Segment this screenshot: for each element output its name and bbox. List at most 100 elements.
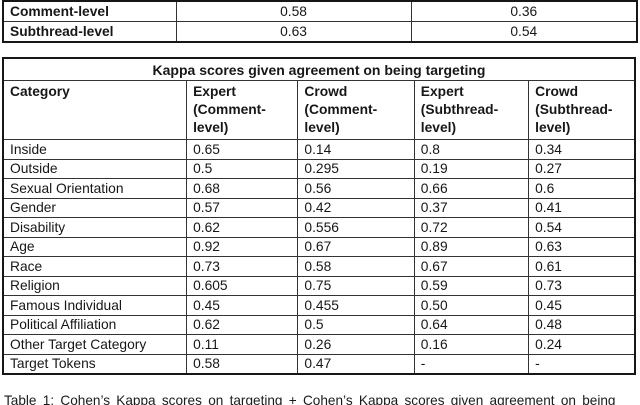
value-cell: -	[528, 353, 636, 375]
header-line: (Subthread-	[420, 102, 499, 117]
value-cell: 0.58	[175, 0, 412, 22]
category-cell: Religion	[2, 275, 188, 296]
table-row: Political Affiliation 0.62 0.5 0.64 0.48	[2, 314, 636, 335]
header-line: (Comment-	[304, 102, 378, 117]
header-line: (Subthread-	[535, 102, 613, 117]
value-cell: 0.295	[297, 158, 415, 179]
value-cell: 0.605	[186, 275, 299, 296]
value-cell: 0.58	[297, 256, 415, 277]
value-cell: 0.92	[186, 236, 299, 257]
category-cell: Age	[2, 236, 188, 257]
value-cell: 0.11	[186, 334, 299, 355]
value-cell: 0.89	[413, 236, 530, 257]
table-row: Comment-level 0.58 0.36	[2, 0, 638, 22]
table-row: Other Target Category 0.11 0.26 0.16 0.2…	[2, 334, 636, 355]
category-cell: Gender	[2, 197, 188, 218]
value-cell: 0.67	[413, 256, 530, 277]
header-line: Expert	[420, 84, 464, 99]
value-cell: 0.5	[297, 314, 415, 335]
value-cell: 0.54	[410, 21, 638, 43]
table-header-row: Category Expert (Comment- level) Crowd (…	[2, 80, 636, 140]
col-header-crowd-subthread: Crowd (Subthread- level)	[528, 80, 636, 140]
header-line: Crowd	[535, 84, 579, 99]
value-cell: 0.41	[528, 197, 636, 218]
value-cell: 0.59	[413, 275, 530, 296]
value-cell: 0.16	[413, 334, 530, 355]
value-cell: 0.34	[528, 139, 636, 160]
table-row: Famous Individual 0.45 0.455 0.50 0.45	[2, 295, 636, 316]
table-row: Subthread-level 0.63 0.54	[2, 21, 638, 43]
header-line: level)	[535, 120, 571, 135]
header-line: Crowd	[304, 84, 348, 99]
category-cell: Famous Individual	[2, 295, 188, 316]
value-cell: 0.19	[413, 158, 530, 179]
value-cell: 0.68	[186, 178, 299, 199]
table-caption: Table 1: Cohen’s Kappa scores on targeti…	[4, 393, 616, 405]
category-cell: Other Target Category	[2, 334, 188, 355]
category-cell: Political Affiliation	[2, 314, 188, 335]
value-cell: 0.48	[528, 314, 636, 335]
value-cell: 0.45	[186, 295, 299, 316]
category-cell: Disability	[2, 217, 188, 238]
value-cell: 0.5	[186, 158, 299, 179]
kappa-agreement-table: Kappa scores given agreement on being ta…	[2, 57, 636, 375]
value-cell: 0.455	[297, 295, 415, 316]
value-cell: 0.26	[297, 334, 415, 355]
value-cell: 0.36	[410, 0, 638, 22]
col-header-expert-comment: Expert (Comment- level)	[186, 80, 299, 140]
col-header-expert-subthread: Expert (Subthread- level)	[413, 80, 530, 140]
value-cell: 0.42	[297, 197, 415, 218]
table-row: Outside 0.5 0.295 0.19 0.27	[2, 158, 636, 179]
value-cell: 0.27	[528, 158, 636, 179]
value-cell: 0.63	[528, 236, 636, 257]
value-cell: 0.73	[186, 256, 299, 277]
value-cell: 0.62	[186, 217, 299, 238]
category-cell: Inside	[2, 139, 188, 160]
value-cell: 0.50	[413, 295, 530, 316]
value-cell: 0.62	[186, 314, 299, 335]
value-cell: 0.63	[175, 21, 412, 43]
value-cell: 0.54	[528, 217, 636, 238]
category-cell: Race	[2, 256, 188, 277]
value-cell: 0.72	[413, 217, 530, 238]
row-label-comment-level: Comment-level	[2, 0, 177, 22]
value-cell: 0.6	[528, 178, 636, 199]
header-line: level)	[193, 120, 229, 135]
header-line: level)	[304, 120, 340, 135]
value-cell: 0.75	[297, 275, 415, 296]
table-row: Sexual Orientation 0.68 0.56 0.66 0.6	[2, 178, 636, 199]
table-title-row: Kappa scores given agreement on being ta…	[2, 57, 636, 81]
value-cell: 0.24	[528, 334, 636, 355]
col-header-crowd-comment: Crowd (Comment- level)	[297, 80, 415, 140]
category-cell: Outside	[2, 158, 188, 179]
header-line: (Comment-	[193, 102, 266, 117]
value-cell: 0.556	[297, 217, 415, 238]
value-cell: 0.14	[297, 139, 415, 160]
value-cell: 0.65	[186, 139, 299, 160]
row-label-subthread-level: Subthread-level	[2, 21, 177, 43]
category-cell: Target Tokens	[2, 353, 188, 375]
value-cell: 0.8	[413, 139, 530, 160]
header-line: Expert	[193, 84, 237, 99]
table-row: Race 0.73 0.58 0.67 0.61	[2, 256, 636, 277]
header-line: level)	[420, 120, 457, 135]
targeting-kappa-table-partial: Comment-level 0.58 0.36 Subthread-level …	[2, 0, 638, 43]
col-header-category: Category	[2, 80, 188, 140]
value-cell: 0.57	[186, 197, 299, 218]
table-row: Target Tokens 0.58 0.47 - -	[2, 353, 636, 375]
value-cell: 0.64	[413, 314, 530, 335]
table-title: Kappa scores given agreement on being ta…	[2, 57, 636, 81]
table-row: Age 0.92 0.67 0.89 0.63	[2, 236, 636, 257]
table-row: Religion 0.605 0.75 0.59 0.73	[2, 275, 636, 296]
value-cell: 0.61	[528, 256, 636, 277]
value-cell: 0.45	[528, 295, 636, 316]
category-cell: Sexual Orientation	[2, 178, 188, 199]
value-cell: 0.37	[413, 197, 530, 218]
value-cell: 0.58	[186, 353, 299, 375]
table-row: Disability 0.62 0.556 0.72 0.54	[2, 217, 636, 238]
value-cell: 0.73	[528, 275, 636, 296]
value-cell: 0.47	[297, 353, 415, 375]
value-cell: -	[413, 353, 530, 375]
value-cell: 0.67	[297, 236, 415, 257]
